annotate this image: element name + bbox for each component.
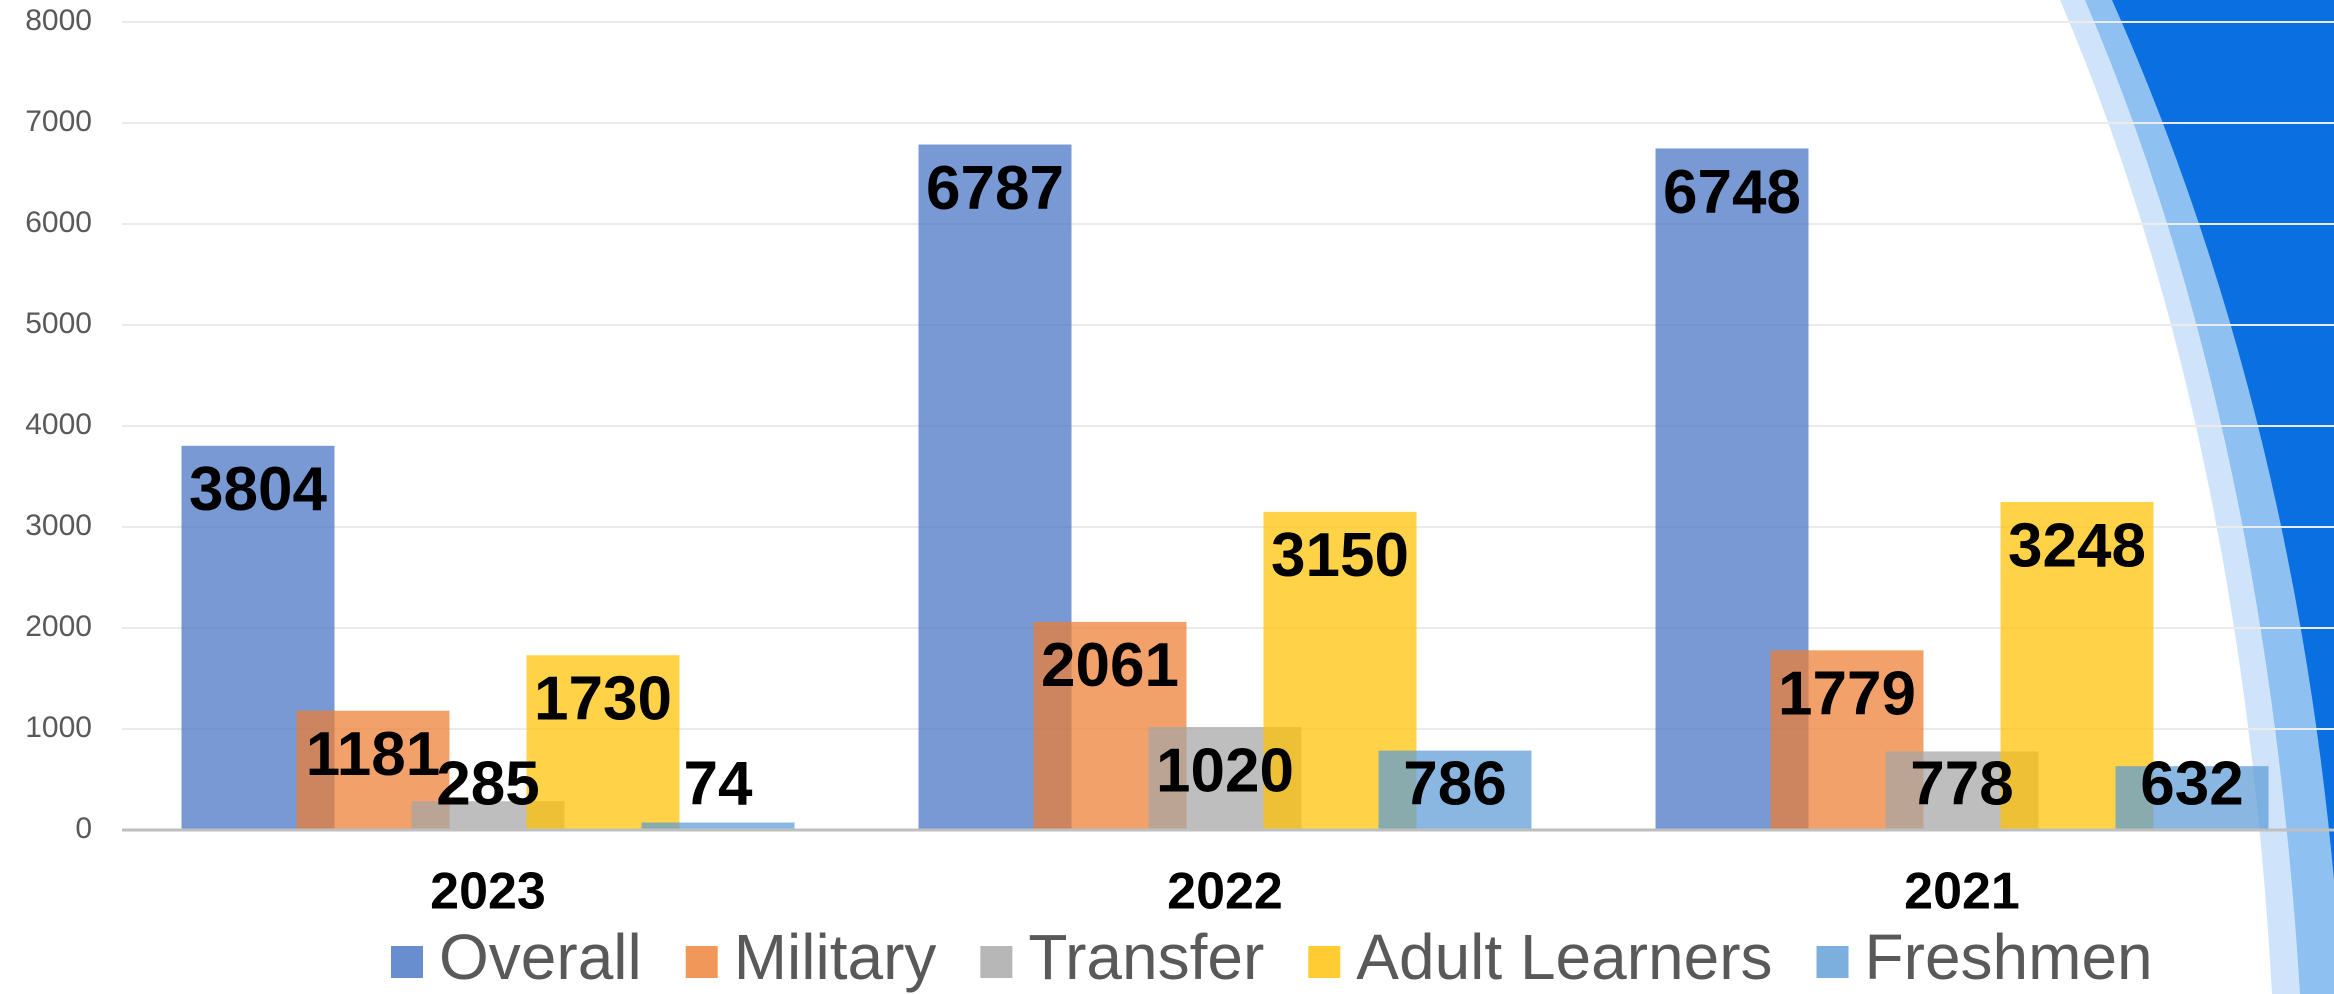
legend-label: Transfer: [1028, 921, 1264, 993]
y-tick-label: 3000: [25, 509, 92, 542]
legend-label: Overall: [439, 921, 642, 993]
x-tick-label: 2022: [1167, 863, 1283, 921]
data-label: 3804: [189, 455, 327, 524]
y-tick-label: 1000: [25, 711, 92, 744]
arc-dark: [2112, 0, 2334, 880]
y-tick-label: 2000: [25, 610, 92, 643]
y-tick-label: 4000: [25, 408, 92, 441]
legend-label: Freshmen: [1865, 921, 2153, 993]
data-label: 74: [684, 749, 753, 818]
data-label: 6787: [926, 154, 1064, 223]
legend-label: Military: [734, 921, 937, 993]
data-label: 3150: [1271, 521, 1409, 590]
x-tick-label: 2023: [430, 863, 546, 921]
y-tick-label: 7000: [25, 105, 92, 138]
legend-swatch: [980, 946, 1013, 978]
y-tick-label: 8000: [25, 4, 92, 37]
data-label: 1181: [306, 720, 441, 789]
data-label: 3248: [2008, 511, 2146, 580]
legend-swatch: [391, 946, 423, 978]
data-label: 1020: [1156, 736, 1294, 805]
legend-swatch: [1816, 946, 1849, 978]
bar: [641, 822, 795, 830]
legend-label: Adult Learners: [1356, 921, 1772, 993]
data-label: 786: [1403, 749, 1506, 818]
data-label: 1779: [1778, 660, 1916, 729]
decoration: [2060, 0, 2334, 994]
legend-swatch: [1308, 946, 1341, 978]
data-label: 632: [2140, 749, 2243, 818]
bar: [1378, 750, 1532, 830]
data-label: 285: [436, 749, 539, 818]
bar: [2115, 766, 2269, 830]
y-tick-label: 5000: [25, 307, 92, 340]
data-label: 778: [1910, 749, 2013, 818]
data-label: 2061: [1041, 631, 1179, 700]
y-tick-label: 0: [75, 812, 92, 845]
y-tick-label: 6000: [25, 206, 92, 239]
bar: [526, 655, 680, 830]
data-label: 1730: [534, 665, 672, 734]
x-tick-label: 2021: [1904, 863, 2020, 921]
data-label: 6748: [1663, 158, 1801, 227]
legend-swatch: [685, 946, 718, 978]
